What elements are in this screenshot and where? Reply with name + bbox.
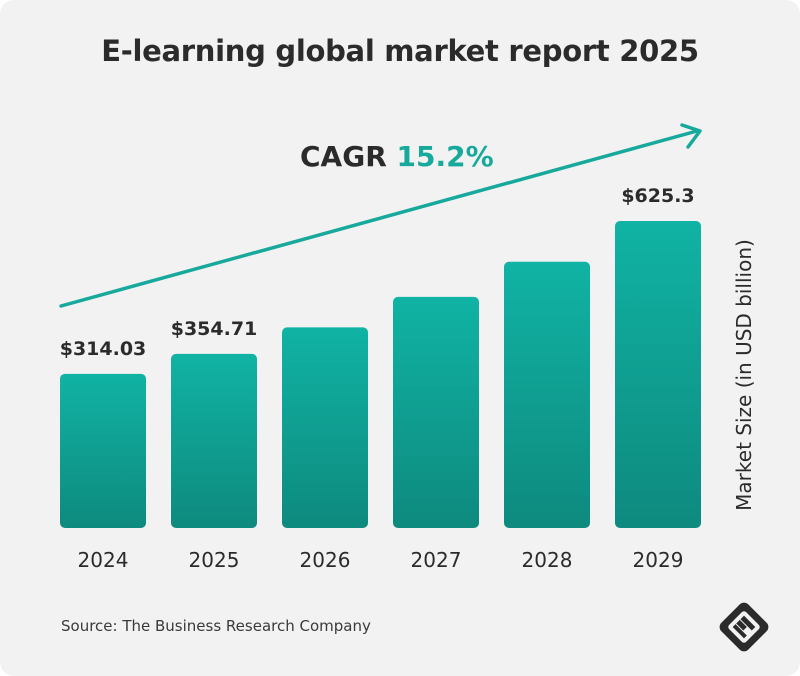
- bar-2024: [60, 373, 146, 528]
- data-label: $354.71: [171, 318, 258, 340]
- bar-2026: [282, 327, 368, 528]
- x-tick-label: 2024: [78, 548, 129, 572]
- cagr-label: CAGR: [300, 140, 387, 173]
- source-note: Source: The Business Research Company: [61, 617, 371, 635]
- y-axis-label: Market Size (in USD billion): [732, 239, 756, 511]
- data-label: $625.3: [621, 185, 694, 207]
- bar-2025: [171, 353, 257, 528]
- brand-logo-icon: [716, 599, 772, 659]
- x-tick-label: 2025: [189, 548, 240, 572]
- x-tick-label: 2029: [633, 548, 684, 572]
- x-tick-label: 2026: [300, 548, 351, 572]
- x-tick-label: 2027: [411, 548, 462, 572]
- chart-title: E-learning global market report 2025: [101, 34, 699, 68]
- data-label: $314.03: [60, 338, 147, 360]
- trend-line: [59, 129, 699, 308]
- bar-2029: [615, 221, 701, 528]
- cagr-annotation: CAGR 15.2%: [300, 140, 494, 173]
- bar-2027: [393, 296, 479, 528]
- cagr-value: 15.2%: [396, 140, 494, 173]
- trend-arrowhead: [680, 123, 702, 149]
- bar-2028: [504, 261, 590, 528]
- x-tick-label: 2028: [522, 548, 573, 572]
